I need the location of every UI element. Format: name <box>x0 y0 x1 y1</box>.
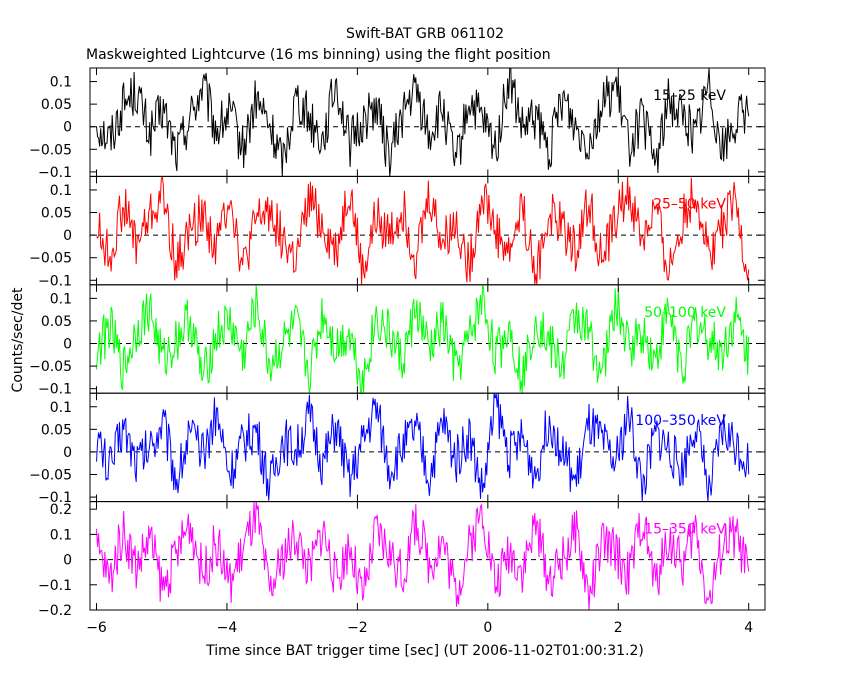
panel-3: −0.1 −0.05 0 0.05 0.1 100–350 keV <box>29 392 766 506</box>
y-tick-label: 0.1 <box>50 400 72 416</box>
y-tick-label: −0.1 <box>38 382 72 398</box>
y-tick-label: 0.2 <box>50 502 72 518</box>
y-tick-label: −0.1 <box>38 490 72 506</box>
y-tick-label: 0 <box>63 337 72 353</box>
panel-4: −0.2 −0.1 0 0.1 0.2 15–350 keV <box>38 501 766 619</box>
x-tick-label: −6 <box>86 620 107 636</box>
y-tick-label: −0.05 <box>29 359 72 375</box>
y-tick-label: −0.05 <box>29 142 72 158</box>
panel-0: −0.1 −0.05 0 0.05 0.1 15–25 keV <box>29 67 766 181</box>
y-tick-label: 0 <box>63 445 72 461</box>
series-line-2 <box>96 284 750 394</box>
x-tick-label: −4 <box>217 620 238 636</box>
panel-frame <box>89 392 766 503</box>
x-tick-label: 4 <box>744 620 753 636</box>
y-tick-label: 0 <box>63 553 72 569</box>
band-label: 50–100 keV <box>644 305 726 321</box>
y-tick-label: 0 <box>63 120 72 136</box>
y-tick-label: 0.05 <box>41 206 72 222</box>
y-tick-label: −0.1 <box>38 165 72 181</box>
x-tick-label: −2 <box>347 620 368 636</box>
band-label: 15–350 keV <box>644 522 726 538</box>
chart-subtitle: Maskweighted Lightcurve (16 ms binning) … <box>86 47 551 63</box>
panel-frame <box>89 501 766 611</box>
panel-1: −0.1 −0.05 0 0.05 0.1 25–50 keV <box>29 175 766 289</box>
y-tick-label: 0.1 <box>50 183 72 199</box>
band-label: 15–25 keV <box>653 88 726 104</box>
y-tick-label: −0.2 <box>38 603 72 619</box>
y-tick-label: 0.05 <box>41 314 72 330</box>
series-line-3 <box>96 393 750 502</box>
y-axis-label: Counts/sec/det <box>10 287 26 392</box>
y-tick-label: −0.1 <box>38 578 72 594</box>
band-label: 25–50 keV <box>653 196 726 212</box>
y-tick-label: 0.1 <box>50 527 72 543</box>
series-line-0 <box>96 67 750 177</box>
chart-title: Swift-BAT GRB 061102 <box>346 26 504 42</box>
y-tick-label: −0.1 <box>38 273 72 289</box>
panel-2: −0.1 −0.05 0 0.05 0.1 50–100 keV <box>29 284 766 398</box>
panels-group: −0.1 −0.05 0 0.05 0.1 15–25 keV −0.1 −0.05 0 0.05… <box>29 67 766 619</box>
x-axis-ticks: −6 −4 −2 0 2 4 <box>86 620 753 636</box>
y-tick-label: 0 <box>63 228 72 244</box>
y-tick-label: 0.1 <box>50 291 72 307</box>
x-tick-label: 2 <box>614 620 623 636</box>
y-tick-label: 0.05 <box>41 422 72 438</box>
y-tick-label: −0.05 <box>29 468 72 484</box>
y-tick-label: 0.1 <box>50 75 72 91</box>
series-line-1 <box>96 176 750 285</box>
series-line-4 <box>96 501 750 611</box>
band-label: 100–350 keV <box>635 413 726 429</box>
x-axis-label: Time since BAT trigger time [sec] (UT 20… <box>205 643 644 659</box>
y-tick-label: −0.05 <box>29 251 72 267</box>
y-tick-label: 0.05 <box>41 97 72 113</box>
x-tick-label: 0 <box>483 620 492 636</box>
